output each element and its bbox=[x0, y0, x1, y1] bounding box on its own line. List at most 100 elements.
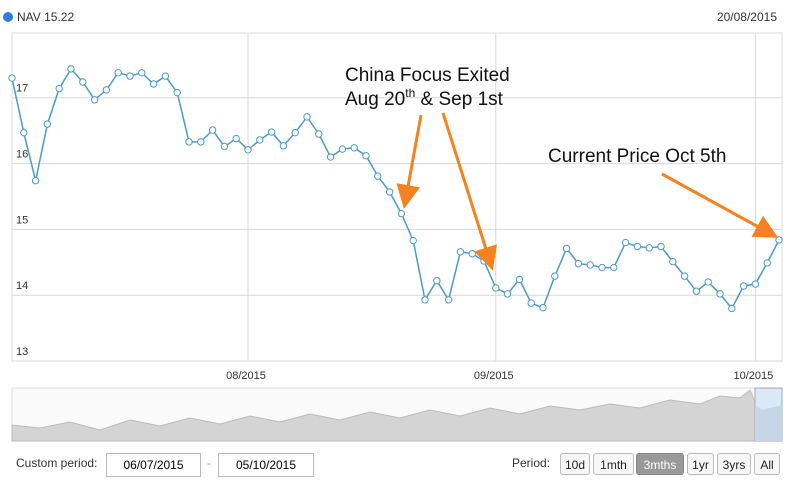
navigator bbox=[11, 387, 783, 442]
point bbox=[574, 259, 583, 268]
point bbox=[598, 263, 606, 272]
point bbox=[645, 244, 653, 252]
point bbox=[232, 134, 240, 143]
point bbox=[326, 153, 335, 161]
point bbox=[338, 145, 347, 153]
point bbox=[728, 304, 736, 313]
point bbox=[444, 296, 453, 304]
y-tick-label: 13 bbox=[16, 346, 28, 358]
point bbox=[138, 69, 146, 77]
point bbox=[621, 238, 630, 247]
navigator-window-area bbox=[755, 404, 782, 441]
legend-label: NAV 15.22 bbox=[17, 10, 74, 24]
x-tick-label: 08/2015 bbox=[226, 370, 266, 382]
point bbox=[692, 287, 701, 295]
point bbox=[303, 113, 311, 121]
point bbox=[31, 177, 40, 185]
point bbox=[480, 257, 488, 265]
point bbox=[492, 284, 500, 292]
point bbox=[244, 146, 252, 154]
point bbox=[79, 78, 87, 86]
period-button[interactable]: All bbox=[754, 453, 780, 475]
point bbox=[161, 72, 170, 80]
period-button[interactable]: 3mths bbox=[636, 453, 684, 475]
point bbox=[173, 88, 181, 97]
hover-date: 20/08/2015 bbox=[717, 10, 777, 24]
point bbox=[704, 278, 712, 286]
x-tick-label: 10/2015 bbox=[734, 370, 774, 382]
point bbox=[657, 242, 665, 251]
annotation-sup: th bbox=[405, 86, 415, 100]
point bbox=[291, 128, 299, 137]
point bbox=[220, 142, 229, 151]
point bbox=[67, 65, 75, 73]
point bbox=[775, 236, 783, 244]
y-tick-label: 17 bbox=[16, 83, 28, 95]
point bbox=[610, 263, 618, 272]
y-tick-label: 16 bbox=[16, 149, 28, 161]
point bbox=[669, 257, 677, 266]
period-button[interactable]: 1mth bbox=[593, 453, 634, 475]
annotation: China Focus Exited bbox=[345, 65, 510, 86]
point bbox=[586, 261, 594, 269]
point bbox=[503, 290, 512, 298]
point bbox=[279, 142, 288, 150]
point bbox=[739, 282, 748, 290]
point bbox=[763, 259, 771, 267]
annotation-part: & Sep 1st bbox=[415, 89, 503, 110]
legend-dot bbox=[3, 12, 13, 22]
arrow bbox=[441, 112, 498, 271]
to-input[interactable]: 05/10/2015 bbox=[218, 453, 314, 477]
point bbox=[551, 272, 559, 280]
point bbox=[468, 250, 476, 258]
from-input[interactable]: 06/07/2015 bbox=[106, 453, 201, 477]
period-label: Period: bbox=[512, 456, 551, 470]
point bbox=[315, 130, 323, 138]
point bbox=[90, 96, 99, 104]
point bbox=[397, 209, 406, 218]
custom-label: Custom period: bbox=[16, 456, 98, 470]
point bbox=[385, 188, 394, 196]
point bbox=[527, 299, 535, 307]
point bbox=[456, 248, 465, 256]
point bbox=[114, 69, 122, 77]
y-tick-label: 14 bbox=[16, 280, 28, 292]
point bbox=[716, 290, 724, 298]
point bbox=[421, 296, 429, 304]
point bbox=[197, 138, 205, 146]
point bbox=[208, 126, 217, 134]
point bbox=[751, 280, 760, 288]
point bbox=[350, 144, 358, 152]
period-button[interactable]: 10d bbox=[560, 453, 590, 475]
point bbox=[149, 80, 158, 88]
annotation: Aug 20th & Sep 1st bbox=[345, 86, 504, 110]
annotation: Current Price Oct 5th bbox=[548, 146, 726, 167]
point bbox=[8, 74, 16, 82]
point bbox=[539, 304, 547, 312]
point bbox=[633, 242, 642, 251]
navigator-area bbox=[11, 389, 756, 442]
point bbox=[20, 128, 28, 137]
point bbox=[126, 72, 134, 80]
point bbox=[55, 84, 63, 93]
arrow bbox=[396, 114, 423, 209]
point bbox=[102, 86, 111, 94]
separator: - bbox=[207, 456, 211, 470]
chart: NAV 15.22 20/08/2015 13 14 15 16 17 08/2015 09… bbox=[3, 10, 783, 442]
point bbox=[562, 244, 571, 253]
point bbox=[680, 272, 689, 280]
point bbox=[515, 275, 524, 284]
period-button[interactable]: 3yrs bbox=[717, 453, 751, 475]
point bbox=[374, 172, 382, 180]
arrow bbox=[661, 172, 779, 238]
period-button[interactable]: 1yr bbox=[687, 453, 714, 475]
y-tick-label: 15 bbox=[16, 214, 28, 226]
point bbox=[185, 138, 193, 146]
point bbox=[409, 236, 417, 245]
point bbox=[256, 136, 264, 144]
annotation-part: Aug 20 bbox=[345, 89, 405, 110]
point bbox=[267, 128, 276, 136]
point bbox=[43, 120, 52, 128]
point bbox=[362, 152, 370, 160]
